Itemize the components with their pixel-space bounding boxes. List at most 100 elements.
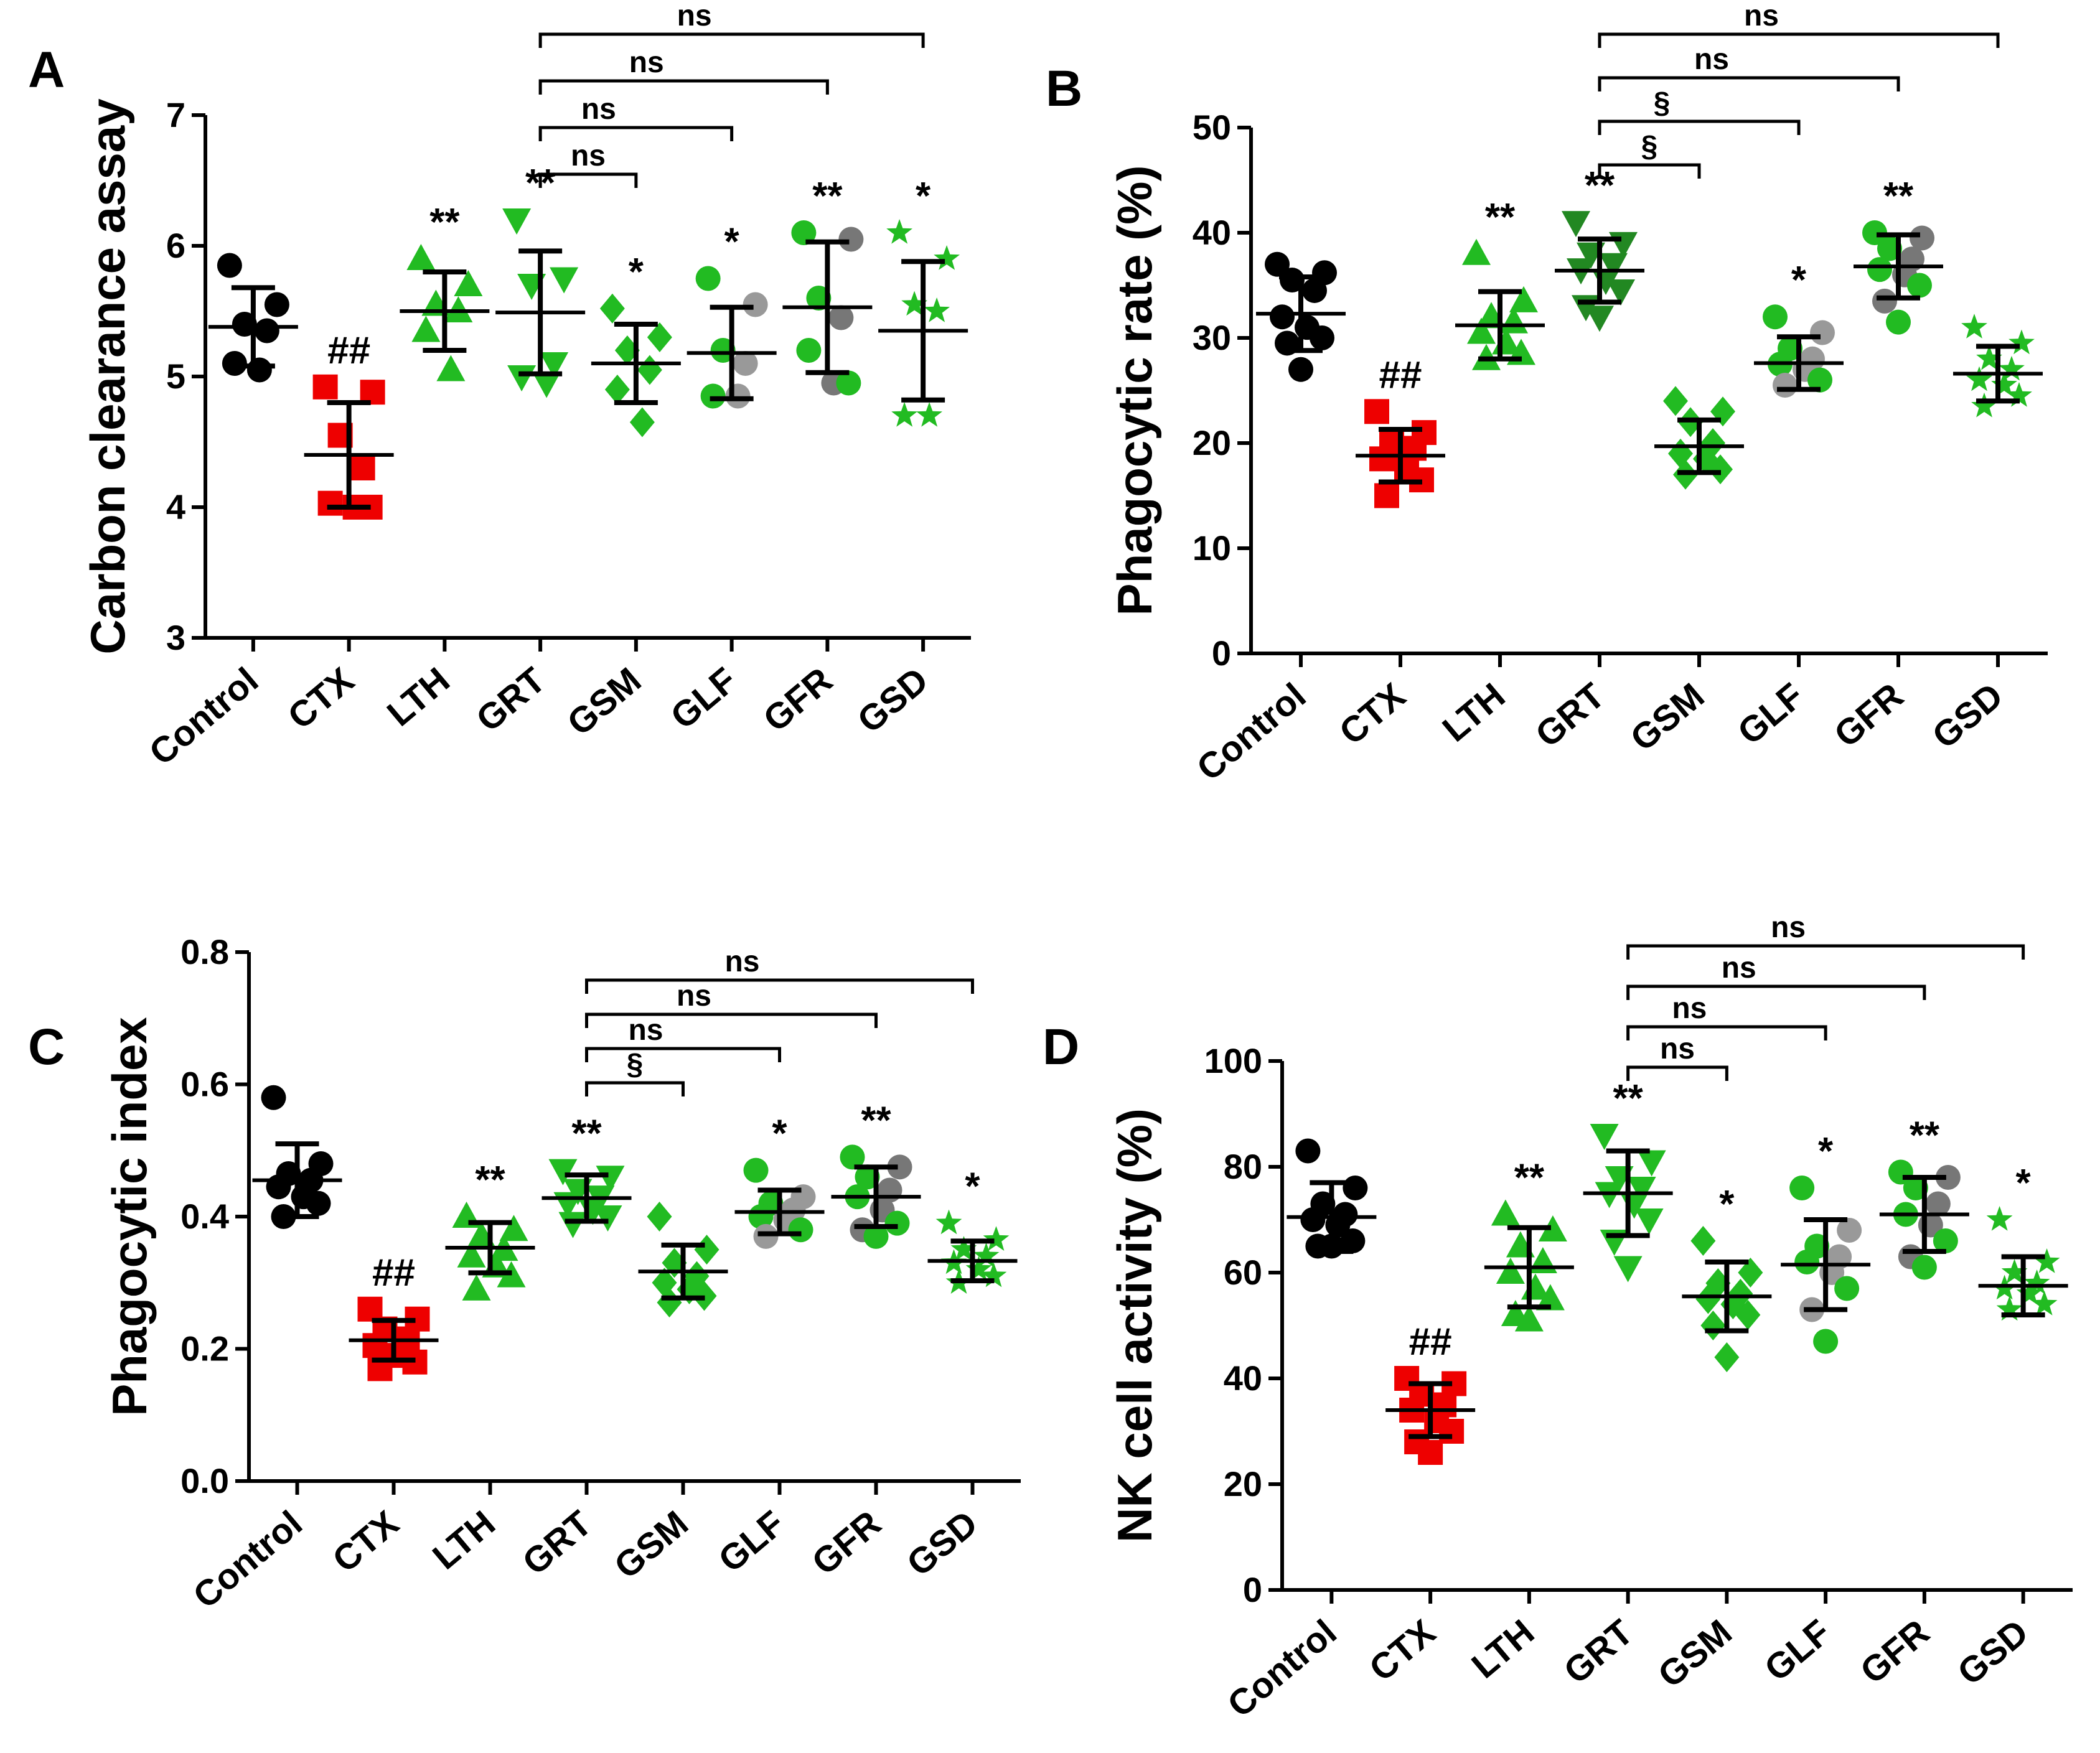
y-axis-label: Carbon clearance assay <box>80 98 135 654</box>
data-point <box>838 227 864 252</box>
data-point <box>836 370 861 396</box>
comparison-bracket <box>585 1081 685 1096</box>
panel-letter: C <box>28 1019 65 1075</box>
data-point <box>934 245 960 270</box>
data-point <box>1773 373 1798 398</box>
data-point <box>1789 1176 1815 1200</box>
data-point <box>965 1256 992 1281</box>
significance-mark: * <box>2016 1162 2032 1205</box>
data-point <box>1270 304 1295 330</box>
bracket-label: ns <box>571 139 606 172</box>
data-point <box>1300 1207 1326 1232</box>
significance-mark: ** <box>812 175 843 218</box>
y-tick-label: 0.2 <box>180 1329 229 1368</box>
data-point <box>1907 273 1932 298</box>
significance-mark: ## <box>372 1251 415 1294</box>
x-tick-label: LTH <box>425 1503 503 1578</box>
x-tick-label: GSM <box>1651 1612 1740 1696</box>
data-point <box>264 292 289 317</box>
comparison-bracket <box>1626 984 1926 1000</box>
data-point <box>1439 1419 1465 1444</box>
data-point <box>1288 357 1313 382</box>
data-point <box>558 1212 588 1238</box>
y-tick-label: 50 <box>1193 108 1231 147</box>
x-tick-label: GSD <box>1950 1612 2036 1693</box>
data-point <box>743 1157 769 1183</box>
data-point <box>1911 1255 1937 1280</box>
data-point <box>548 1159 578 1185</box>
significance-mark: ** <box>571 1113 602 1156</box>
data-point <box>1867 257 1892 283</box>
data-point <box>457 1241 486 1268</box>
x-tick-label: GLF <box>1757 1612 1839 1689</box>
significance-mark: ** <box>1485 196 1516 239</box>
data-point <box>695 266 721 291</box>
data-point <box>1837 1218 1862 1243</box>
bracket-label: ns <box>1694 43 1729 76</box>
y-tick-label: 5 <box>166 357 185 396</box>
data-point <box>599 293 625 324</box>
bracket-label: ns <box>677 0 712 32</box>
data-point <box>411 316 441 342</box>
significance-mark: ** <box>475 1159 505 1202</box>
panel-c: C 0.0 0.2 0.4 0.6 0.8 Phagocytic index Control C… <box>28 932 1021 1616</box>
x-tick-label: GLF <box>711 1503 792 1580</box>
y-axis-label: Phagocytic rate (%) <box>1107 166 1162 616</box>
data-point <box>350 456 375 480</box>
x-tick-label: GRT <box>1556 1612 1641 1691</box>
data-point <box>1613 1256 1643 1283</box>
y-tick-label: 7 <box>166 95 185 134</box>
data-point <box>1714 1342 1740 1372</box>
comparison-bracket <box>538 172 638 188</box>
data-point <box>1369 446 1394 472</box>
y-tick-label: 0.8 <box>180 932 229 971</box>
data-point <box>1496 1258 1525 1284</box>
data-point <box>916 402 942 427</box>
x-tick-label: GSM <box>560 660 649 744</box>
significance-mark: ## <box>1379 353 1422 396</box>
data-point <box>436 355 466 381</box>
bracket-label: § <box>1641 130 1658 163</box>
data-point <box>983 1226 1010 1251</box>
y-tick-label: 0 <box>1212 633 1231 673</box>
data-point <box>1491 1199 1520 1226</box>
y-tick-label: 20 <box>1193 423 1231 462</box>
data-point <box>1528 1247 1557 1273</box>
data-point <box>550 267 579 294</box>
x-tick-label: GRT <box>1528 675 1613 755</box>
data-point <box>593 1205 622 1232</box>
data-point <box>2016 1280 2043 1305</box>
data-point <box>1794 1250 1820 1274</box>
y-axis-label: Phagocytic index <box>102 1017 157 1416</box>
comparison-bracket <box>1598 163 1701 179</box>
comparison-bracket <box>538 126 734 141</box>
data-point <box>950 1236 977 1261</box>
data-point <box>887 1154 912 1180</box>
data-point <box>1462 238 1491 265</box>
comparison-bracket <box>1626 944 2025 960</box>
significance-mark: ## <box>1409 1321 1452 1363</box>
y-tick-label: 40 <box>1224 1358 1262 1398</box>
bracket-label: ns <box>1660 1032 1695 1065</box>
data-point <box>1668 438 1693 469</box>
comparison-bracket <box>1626 1065 1728 1081</box>
bracket-label: ns <box>1672 992 1707 1025</box>
x-tick-label: GSM <box>607 1503 696 1587</box>
significance-mark: ** <box>1613 1077 1643 1120</box>
x-tick-label: GFR <box>1827 675 1911 755</box>
data-point <box>1886 309 1911 335</box>
significance-mark: * <box>629 251 644 294</box>
data-point <box>499 1215 528 1241</box>
x-tick-label: CTX <box>280 660 362 737</box>
comparison-bracket <box>585 1047 781 1062</box>
comparison-bracket <box>538 79 829 95</box>
y-tick-label: 20 <box>1224 1464 1262 1503</box>
data-point <box>2031 1291 2058 1316</box>
significance-mark: * <box>1791 259 1807 302</box>
data-point <box>733 351 758 376</box>
data-point <box>1700 1311 1726 1340</box>
data-point <box>1935 1165 1961 1190</box>
data-point <box>462 1274 491 1301</box>
data-point <box>788 1217 813 1243</box>
